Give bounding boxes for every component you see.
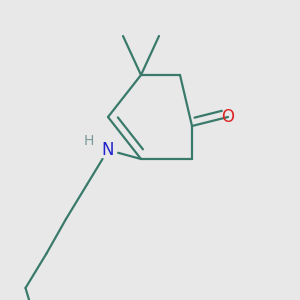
Text: O: O: [221, 108, 235, 126]
Text: H: H: [83, 134, 94, 148]
Text: N: N: [102, 141, 114, 159]
